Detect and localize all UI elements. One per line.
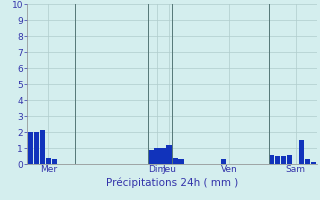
Bar: [46, 158, 51, 164]
Bar: [148, 150, 154, 164]
Bar: [34, 132, 39, 164]
Bar: [269, 155, 274, 164]
Bar: [172, 158, 178, 164]
Bar: [275, 156, 280, 164]
Bar: [52, 159, 57, 164]
Bar: [160, 148, 166, 164]
Bar: [305, 159, 310, 164]
Bar: [40, 130, 45, 164]
Bar: [154, 148, 160, 164]
Bar: [287, 155, 292, 164]
X-axis label: Précipitations 24h ( mm ): Précipitations 24h ( mm ): [106, 177, 238, 188]
Bar: [281, 156, 286, 164]
Bar: [178, 159, 184, 164]
Bar: [166, 145, 172, 164]
Bar: [28, 132, 33, 164]
Bar: [311, 162, 316, 164]
Bar: [220, 159, 226, 164]
Bar: [299, 140, 304, 164]
